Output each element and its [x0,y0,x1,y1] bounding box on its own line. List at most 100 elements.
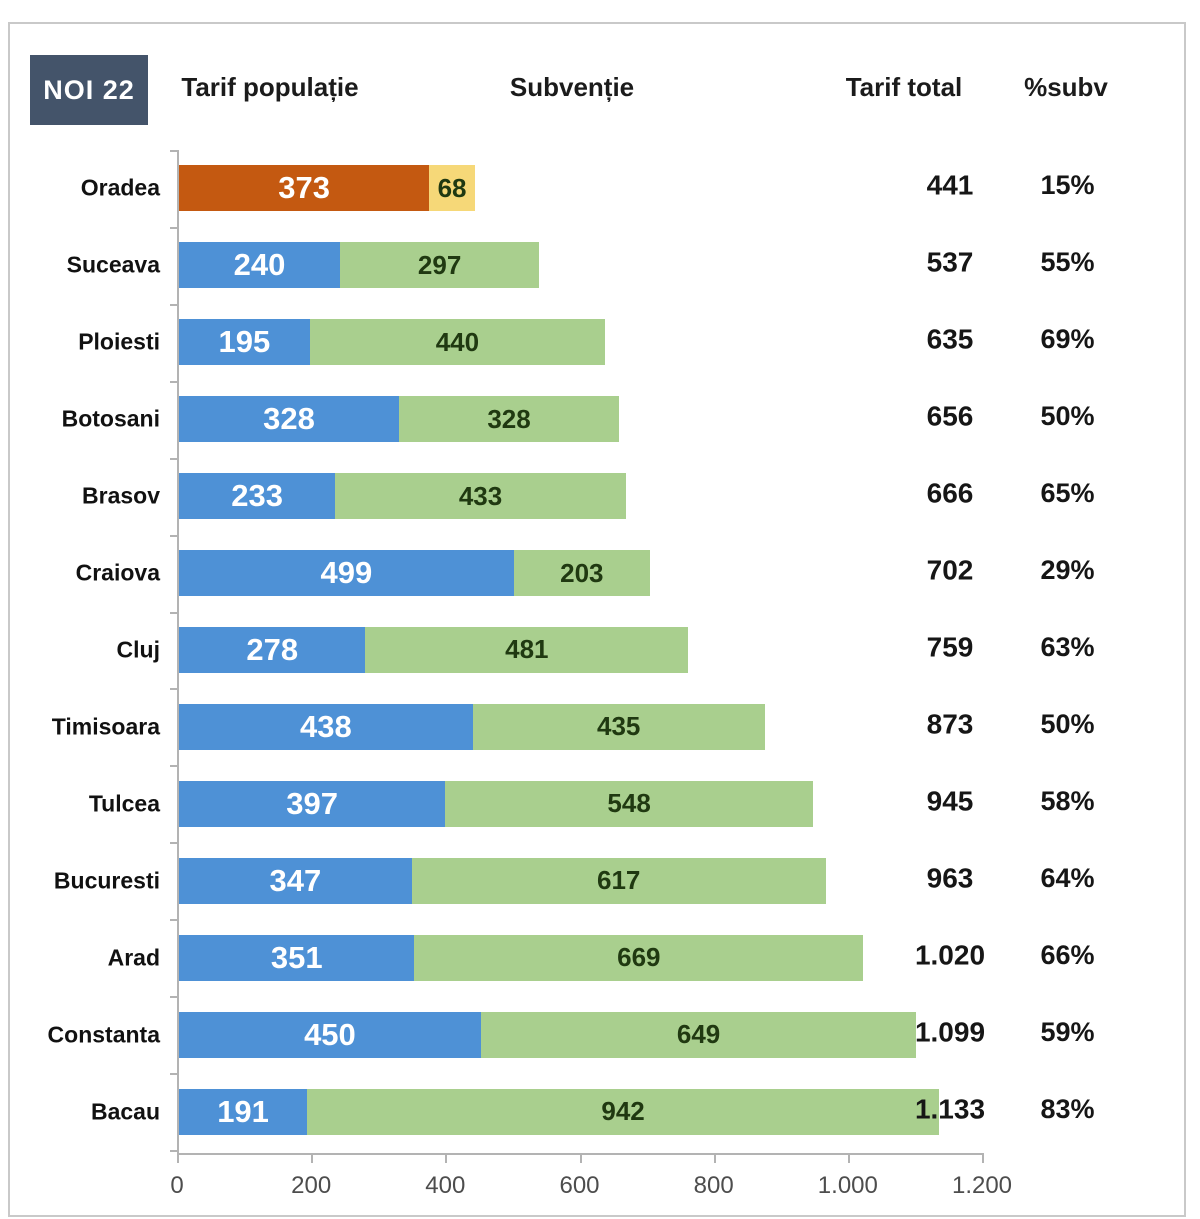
bar-plot-area: 351 669 [179,934,984,981]
bar-segment-tarif-populatie: 278 [179,626,366,673]
column-header-tarif-total: Tarif total [845,72,963,102]
stacked-bar: 347 617 [179,857,984,904]
bar-plot-area: 240 297 [179,242,984,289]
bar-segment-subventie: 942 [307,1088,940,1135]
stacked-bar: 191 942 [179,1088,984,1135]
tarif-total-value: 873 [926,708,974,740]
subv-percent-value: 65% [1040,478,1095,509]
bar-segment-tarif-populatie: 195 [179,319,310,366]
bar-segment-subventie: 297 [340,242,540,289]
category-label: Cluj [116,636,160,663]
table-row: Constanta 450 649 1.099 59% [0,996,1200,1073]
y-axis-tick [170,1150,178,1152]
segment-value-label: 233 [231,478,284,514]
tarif-total-value: 702 [926,554,974,586]
bar-plot-area: 499 203 [179,550,984,597]
table-row: Brasov 233 433 666 65% [0,458,1200,535]
table-row: Bacau 191 942 1.133 83% [0,1073,1200,1150]
y-axis-tick [170,842,178,845]
bar-segment-tarif-populatie: 438 [179,703,473,750]
x-axis-tick [311,1153,314,1163]
bar-segment-tarif-populatie: 233 [179,473,336,520]
table-row: Ploiesti 195 440 635 69% [0,304,1200,381]
category-label: Ploiesti [78,328,160,355]
tarif-total-value: 945 [926,785,974,817]
bar-plot-area: 397 548 [179,780,984,827]
tarif-total-value: 656 [926,400,974,432]
x-axis-tick-label: 200 [291,1172,332,1199]
bar-plot-area: 328 328 [179,396,984,443]
tarif-total-value: 963 [926,862,974,894]
y-axis-tick [170,226,178,229]
bar-segment-tarif-populatie: 240 [179,242,340,289]
segment-value-label: 278 [246,631,299,667]
subv-percent-value: 50% [1040,401,1095,432]
tarif-total-value: 1.020 [914,939,986,971]
y-axis-tick [170,919,178,922]
column-header-subv-percent: %subv [1024,72,1108,102]
segment-value-label: 450 [304,1016,356,1052]
x-axis-tick [847,1153,850,1163]
category-label: Craiova [75,559,160,586]
stacked-bar: 240 297 [179,242,984,289]
table-row: Tulcea 397 548 945 58% [0,765,1200,842]
y-axis-tick [170,380,178,383]
bar-segment-tarif-populatie: 351 [179,934,415,981]
bar-segment-tarif-populatie: 347 [179,857,412,904]
segment-value-label: 373 [278,170,330,206]
legend-tarif-populatie: Tarif populație [181,72,359,102]
subv-percent-value: 50% [1040,708,1095,739]
stacked-bar: 278 481 [179,626,984,673]
stacked-bar: 328 328 [179,396,984,443]
segment-value-label: 440 [435,326,480,357]
category-label: Bucuresti [53,867,160,894]
subv-percent-value: 58% [1040,785,1095,816]
x-axis-tick-label: 600 [559,1172,600,1199]
segment-value-label: 435 [597,711,641,742]
subv-percent-value: 64% [1040,862,1095,893]
bar-plot-area: 450 649 [179,1011,984,1058]
x-axis-tick-label: 0 [170,1172,184,1199]
subv-percent-value: 15% [1040,170,1095,201]
legend-subventie: Subvenție [509,72,635,102]
y-axis-tick [170,534,178,537]
stacked-bar: 450 649 [179,1011,984,1058]
category-label: Botosani [61,405,160,432]
bar-plot-area: 278 481 [179,626,984,673]
bar-plot-area: 347 617 [179,857,984,904]
bar-segment-tarif-populatie: 499 [179,550,514,597]
bar-plot-area: 191 942 [179,1088,984,1135]
tarif-total-value: 666 [926,477,974,509]
bar-segment-tarif-populatie: 397 [179,780,446,827]
segment-value-label: 195 [218,324,271,360]
tarif-total-value: 1.099 [914,1016,986,1048]
bar-segment-subventie: 435 [472,703,765,750]
bar-plot-area: 233 433 [179,473,984,520]
bar-segment-subventie: 481 [365,626,689,673]
category-label: Constanta [47,1021,160,1048]
y-axis-tick [170,611,178,614]
stacked-bar: 233 433 [179,473,984,520]
x-axis-tick [713,1153,716,1163]
table-row: Oradea 373 68 441 15% [0,150,1200,227]
bar-plot-area: 438 435 [179,703,984,750]
segment-value-label: 942 [601,1096,645,1126]
y-axis-line [177,150,179,1155]
bar-segment-subventie: 203 [513,550,650,597]
segment-value-label: 203 [560,557,604,588]
subv-percent-value: 83% [1040,1093,1095,1124]
category-label: Brasov [82,482,160,509]
segment-value-label: 347 [269,862,322,898]
stacked-bar: 499 203 [179,550,984,597]
subv-percent-value: 69% [1040,324,1095,355]
x-axis-tick-label: 400 [425,1172,466,1199]
tarif-total-value: 537 [926,246,974,278]
bar-segment-tarif-populatie: 450 [179,1011,481,1058]
subv-percent-value: 63% [1040,631,1095,662]
tarif-total-value: 635 [926,323,974,355]
category-label: Tulcea [88,790,160,817]
y-axis-tick [170,996,178,999]
table-row: Craiova 499 203 702 29% [0,535,1200,612]
segment-value-label: 438 [300,708,352,744]
